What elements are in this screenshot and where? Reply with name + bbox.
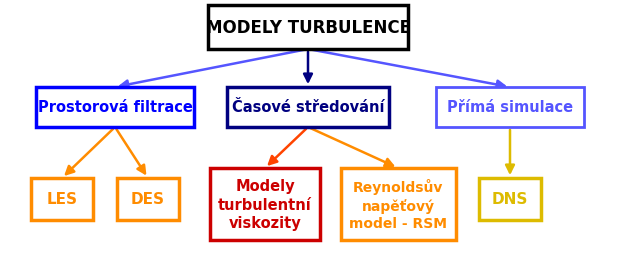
FancyBboxPatch shape: [227, 88, 389, 128]
FancyBboxPatch shape: [479, 178, 541, 220]
FancyBboxPatch shape: [341, 168, 455, 240]
FancyBboxPatch shape: [31, 178, 93, 220]
Text: Reynoldsův
napěťový
model - RSM: Reynoldsův napěťový model - RSM: [349, 179, 447, 230]
Text: DNS: DNS: [492, 192, 528, 207]
Text: MODELY TURBULENCE: MODELY TURBULENCE: [205, 19, 410, 37]
FancyBboxPatch shape: [117, 178, 179, 220]
FancyBboxPatch shape: [436, 88, 584, 128]
Text: Přímá simulace: Přímá simulace: [447, 100, 573, 115]
Text: Časové středování: Časové středování: [232, 100, 384, 115]
FancyBboxPatch shape: [210, 168, 320, 240]
Text: LES: LES: [46, 192, 78, 207]
FancyBboxPatch shape: [208, 6, 408, 50]
Text: DES: DES: [131, 192, 165, 207]
FancyBboxPatch shape: [36, 88, 194, 128]
Text: Modely
turbulentní
viskozity: Modely turbulentní viskozity: [218, 178, 312, 230]
Text: Prostorová filtrace: Prostorová filtrace: [38, 100, 193, 115]
